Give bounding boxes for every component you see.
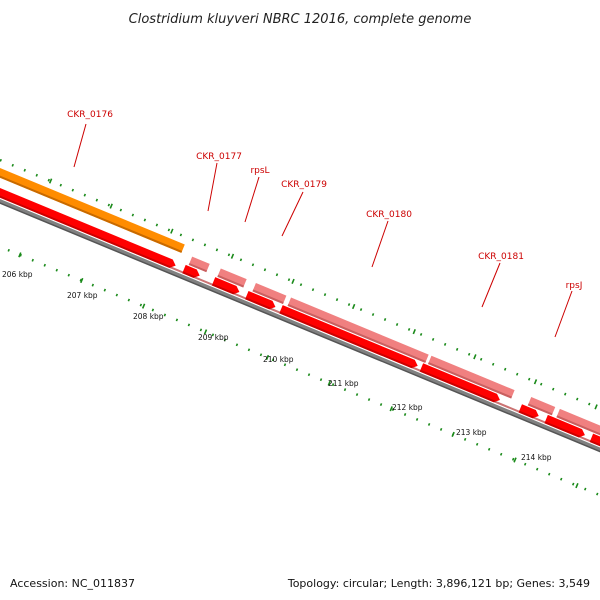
gene-label: rpsL	[250, 166, 269, 176]
leader-line	[73, 123, 87, 168]
gene-band	[188, 256, 600, 441]
scale-labels: 206 kbp 207 kbp 208 kbp 209 kbp 210 kbp …	[2, 270, 552, 462]
gene-shadow	[556, 415, 600, 441]
scale-label: 207 kbp	[67, 291, 98, 300]
gene-rpsl	[217, 268, 247, 288]
leader-line	[481, 262, 501, 308]
leader-line	[281, 191, 304, 237]
gene-label: CKR_0181	[478, 252, 524, 262]
orange-gene-shadow	[0, 166, 183, 253]
gene-ckr-0179	[252, 283, 287, 304]
gene-label: CKR_0180	[366, 210, 412, 220]
scale-label: 209 kbp	[198, 333, 229, 342]
scale-label: 206 kbp	[2, 270, 33, 279]
gene-shadow	[217, 274, 244, 288]
gene-labels: CKR_0176 CKR_0177 rpsL CKR_0179 CKR_0180…	[67, 110, 583, 338]
scale-minor-ticks	[7, 248, 600, 504]
gene-rpsj	[527, 397, 556, 416]
scale-label: 208 kbp	[133, 312, 164, 321]
accession-text: Accession: NC_011837	[10, 577, 136, 590]
gene-label: CKR_0176	[67, 110, 113, 120]
gene-shadow	[188, 263, 208, 273]
gene-shadow	[252, 289, 284, 304]
genome-summary-text: Topology: circular; Length: 3,896,121 bp…	[287, 577, 590, 590]
backbone	[0, 191, 600, 464]
orange-gene-band	[0, 160, 185, 253]
leader-line	[207, 162, 218, 212]
gene-label: rpsJ	[566, 281, 583, 291]
cds-next-2	[589, 433, 600, 457]
cds-rpsj	[518, 404, 539, 419]
cds-rpsl	[211, 277, 240, 295]
cds-next	[544, 414, 585, 438]
leader-line	[244, 176, 260, 223]
gene-label: CKR_0177	[196, 152, 242, 162]
scale-track	[7, 247, 600, 505]
gene-shadow	[428, 362, 512, 399]
scale-label: 211 kbp	[328, 379, 359, 388]
scale-label: 213 kbp	[456, 428, 487, 437]
cds-ckr-0179	[245, 290, 276, 310]
leader-line	[371, 220, 389, 268]
cds-ckr-0176	[0, 180, 176, 268]
gene-shadow	[527, 403, 553, 416]
scale-major-ticks	[7, 247, 600, 505]
gene-ckr-0180	[287, 297, 429, 363]
cds-ckr-0181	[419, 363, 500, 403]
cds-ckr-0180	[279, 305, 418, 369]
gene-next	[556, 408, 600, 441]
leader-line	[554, 290, 573, 338]
orange-gene	[0, 160, 185, 253]
gene-shadow	[287, 304, 427, 363]
gene-ckr-0181	[428, 355, 515, 399]
scale-label: 210 kbp	[263, 355, 294, 364]
backbone-shadow	[0, 194, 600, 464]
cds-band	[0, 180, 600, 457]
cds-shadow	[0, 186, 600, 457]
gene-label: CKR_0179	[281, 180, 327, 190]
scale-label: 214 kbp	[521, 453, 552, 462]
map-title: Clostridium kluyveri NBRC 12016, complet…	[129, 12, 472, 27]
scale-label: 212 kbp	[392, 403, 423, 412]
gene-ckr-0177	[188, 256, 210, 273]
backbone-line	[0, 191, 600, 463]
